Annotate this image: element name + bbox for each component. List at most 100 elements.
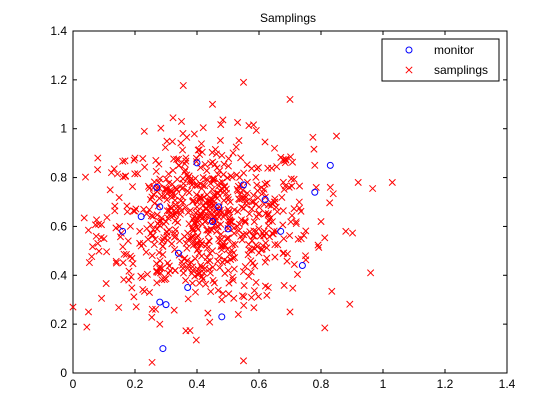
samplings-point (214, 286, 222, 294)
samplings-point (295, 182, 304, 190)
samplings-point (239, 268, 248, 276)
samplings-point (234, 310, 242, 318)
samplings-point (238, 195, 246, 203)
samplings-point (112, 259, 120, 267)
samplings-point (243, 161, 251, 169)
samplings-point (328, 287, 336, 295)
legend-label: monitor (434, 43, 474, 57)
samplings-point (153, 211, 161, 219)
samplings-point (230, 265, 238, 273)
monitor-point (153, 183, 161, 191)
samplings-point (112, 224, 120, 232)
samplings-point (84, 226, 93, 234)
samplings-point (203, 253, 211, 262)
samplings-point (253, 181, 261, 189)
monitor-point (162, 301, 170, 309)
samplings-point (181, 203, 190, 212)
samplings-point (140, 127, 148, 135)
samplings-point (130, 293, 138, 301)
samplings-point (84, 308, 93, 316)
monitor-point (156, 298, 164, 306)
samplings-point (214, 189, 222, 197)
samplings-point (242, 230, 250, 238)
samplings-point (172, 226, 180, 234)
samplings-point (212, 150, 220, 158)
samplings-point (217, 121, 225, 129)
samplings-point (176, 204, 184, 212)
samplings-point (220, 183, 229, 191)
samplings-point (198, 273, 206, 281)
samplings-point (192, 336, 200, 344)
samplings-point (244, 251, 252, 259)
samplings-point (218, 151, 226, 159)
monitor-point (156, 203, 164, 211)
samplings-point (241, 218, 249, 226)
samplings-point (168, 137, 176, 146)
samplings-point (225, 155, 233, 163)
samplings-point (178, 193, 186, 201)
samplings-point (227, 218, 235, 226)
samplings-point (209, 175, 217, 183)
samplings-point (179, 264, 187, 272)
samplings-point (126, 252, 135, 260)
monitor-point (137, 213, 145, 221)
samplings-point (283, 257, 291, 265)
x-tick-label: 0.2 (127, 377, 144, 391)
samplings-point (221, 269, 229, 277)
monitor-point (240, 181, 247, 189)
samplings-point (107, 169, 116, 177)
samplings-point (149, 212, 157, 220)
samplings-point (139, 154, 147, 163)
samplings-point (207, 196, 216, 204)
samplings-point (342, 227, 350, 235)
samplings-point (119, 173, 127, 181)
samplings-point (162, 175, 170, 183)
legend-label: samplings (434, 63, 488, 77)
samplings-point (245, 240, 253, 248)
samplings-point (279, 178, 287, 186)
samplings-point (250, 287, 258, 295)
samplings-point (250, 232, 258, 240)
samplings-point (112, 257, 120, 265)
monitor-point (218, 313, 226, 321)
samplings-point (213, 164, 221, 172)
samplings-point (148, 232, 156, 240)
samplings-point (287, 153, 295, 161)
samplings-point (286, 95, 294, 103)
samplings-point (279, 221, 287, 229)
samplings-point (184, 235, 192, 244)
samplings-point (294, 235, 302, 243)
samplings-point (144, 182, 153, 190)
samplings-point (184, 208, 192, 216)
y-tick-label: 0.8 (50, 171, 67, 185)
samplings-point (348, 229, 357, 237)
samplings-point (130, 156, 138, 164)
samplings-point (211, 145, 219, 154)
samplings-point (207, 288, 215, 296)
samplings-point (188, 225, 196, 233)
samplings-point (137, 272, 145, 280)
samplings-point (157, 124, 165, 132)
samplings-point (239, 357, 248, 365)
samplings-point (219, 171, 227, 179)
samplings-point (219, 289, 227, 298)
x-tick-label: 1.2 (437, 377, 454, 391)
x-tick-label: 0.6 (251, 377, 268, 391)
samplings-point (204, 309, 212, 317)
samplings-point (187, 258, 195, 266)
samplings-point (249, 232, 257, 240)
samplings-point (139, 285, 147, 294)
samplings-point (191, 288, 200, 296)
samplings-point (326, 183, 334, 191)
monitor-point (184, 284, 192, 291)
samplings-point (302, 256, 310, 264)
samplings-point (131, 207, 139, 215)
samplings-point (193, 246, 201, 254)
samplings-point (205, 265, 213, 273)
samplings-point (131, 170, 139, 178)
samplings-point (277, 153, 285, 161)
samplings-point (261, 193, 269, 201)
samplings-point (171, 246, 179, 254)
samplings-point (202, 280, 210, 288)
